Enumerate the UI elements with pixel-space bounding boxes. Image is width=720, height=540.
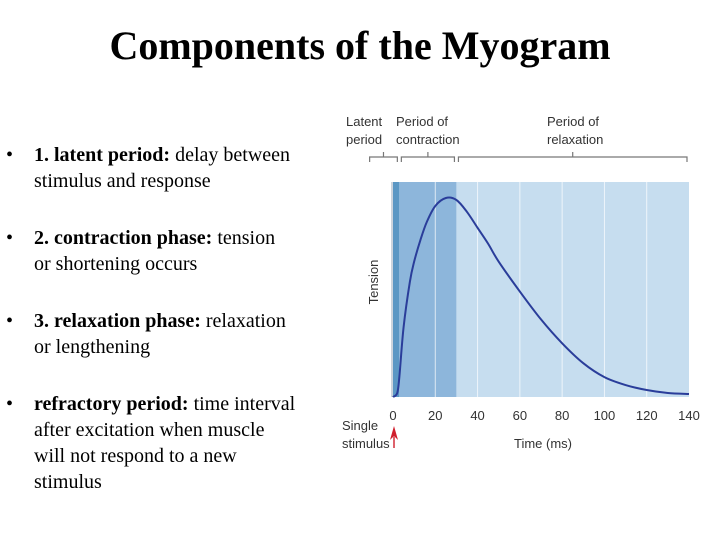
x-tick-label: 140 [678, 408, 700, 423]
latent-bracket [369, 152, 398, 162]
relaxation-bracket [457, 152, 688, 162]
x-tick-label: 120 [636, 408, 658, 423]
relaxation-period-band [456, 182, 689, 397]
bullet-line: after excitation when muscle [34, 419, 265, 441]
bullet-line: 1. latent period: delay between [34, 142, 346, 168]
bullet-contraction-phase: • 2. contraction phase: tension or short… [6, 225, 346, 277]
stimulus-label-line1: Single [342, 418, 378, 433]
bullet-list: • 1. latent period: delay between stimul… [6, 142, 346, 526]
x-tick-label: 0 [389, 408, 396, 423]
relaxation-label-line1: Period of [547, 114, 599, 129]
contraction-label-line1: Period of [396, 114, 448, 129]
x-tick-label: 100 [594, 408, 616, 423]
relaxation-label-line2: relaxation [547, 132, 603, 147]
bullet-term: 3. relaxation phase: [34, 310, 201, 332]
bullet-term: refractory period: [34, 393, 189, 415]
y-axis-title: Tension [366, 260, 381, 305]
bullet-dot: • [6, 393, 14, 415]
myogram-figure: Latent period Period of contraction Peri… [338, 100, 720, 480]
contraction-label-line2: contraction [396, 132, 460, 147]
bullet-dot: • [6, 310, 14, 332]
x-tick-label: 20 [428, 408, 442, 423]
bullet-latent-period: • 1. latent period: delay between stimul… [6, 142, 346, 194]
bullet-relaxation-phase: • 3. relaxation phase: relaxation or len… [6, 308, 346, 360]
contraction-bracket [400, 152, 456, 162]
bullet-text: delay between [170, 144, 291, 166]
latent-label-line1: Latent [346, 114, 383, 129]
bullet-line: stimulus [34, 471, 102, 493]
bullet-line: 2. contraction phase: tension [34, 225, 346, 251]
bullet-text: relaxation [200, 310, 286, 332]
tension-curve [392, 196, 690, 398]
myogram-chart: Latent period Period of contraction Peri… [342, 114, 700, 451]
stimulus-label-line2: stimulus [342, 436, 390, 451]
bullet-line: or shortening occurs [34, 253, 198, 275]
bullet-line: 3. relaxation phase: relaxation [34, 308, 346, 334]
bullet-refractory-period: • refractory period: time interval after… [6, 391, 346, 495]
bullet-dot: • [6, 227, 14, 249]
bullet-line: stimulus and response [34, 170, 211, 192]
x-tick-labels: 0 20 40 60 80 100 120 140 [389, 408, 699, 423]
stimulus-arrow-icon [390, 426, 398, 448]
slide-title: Components of the Myogram [109, 23, 611, 68]
x-tick-label: 40 [470, 408, 484, 423]
x-tick-label: 80 [555, 408, 569, 423]
bullet-line: or lengthening [34, 336, 151, 358]
gridlines [434, 182, 648, 397]
x-tick-label: 60 [513, 408, 527, 423]
latent-period-band [393, 182, 400, 397]
bullet-line: refractory period: time interval [34, 391, 346, 417]
bullet-term: 2. contraction phase: [34, 227, 213, 249]
latent-label-line2: period [346, 132, 382, 147]
bullet-text: time interval [188, 393, 296, 415]
bullet-term: 1. latent period: [34, 144, 171, 166]
x-axis-title: Time (ms) [514, 436, 572, 451]
bullet-text: tension [212, 227, 276, 249]
bullet-dot: • [6, 144, 14, 166]
bullet-line: will not respond to a new [34, 445, 237, 467]
